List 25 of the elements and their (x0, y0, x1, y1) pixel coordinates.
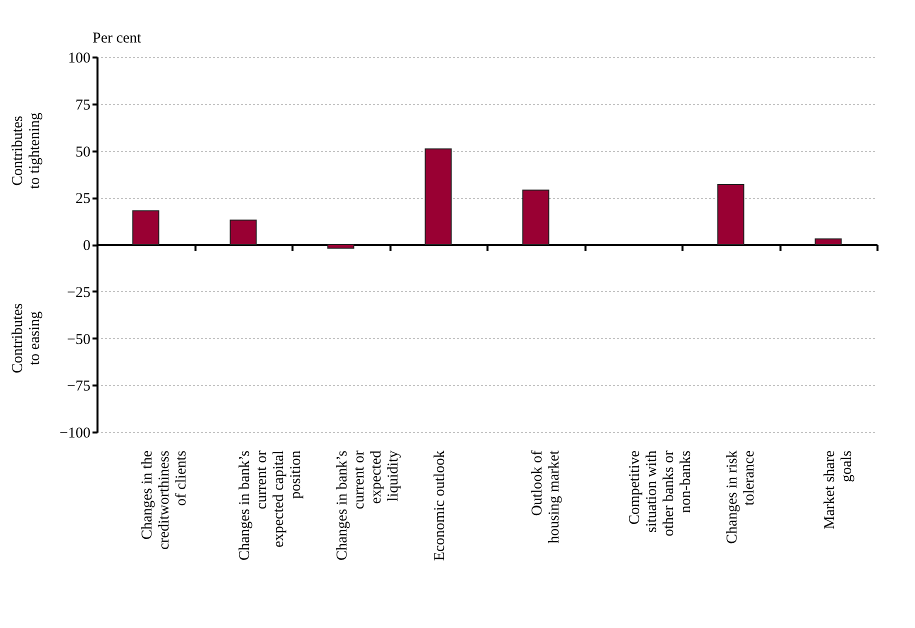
y-tick-label: −100 (60, 426, 90, 442)
y-tick-label: 25 (76, 191, 90, 208)
y-tick-label: 50 (76, 144, 90, 160)
bar (327, 244, 354, 249)
x-tick-label: Economic outlook (432, 450, 448, 561)
y-tick-label: 0 (83, 238, 90, 254)
text: Contributes to easing (10, 303, 43, 374)
y-tick-label: −50 (67, 332, 90, 348)
y-axis-title: Per cent (92, 30, 142, 46)
y-tick-label: 100 (68, 50, 90, 66)
x-tick-label: Market share goals (822, 450, 855, 530)
y-tick-label: 75 (76, 97, 90, 114)
bar (814, 238, 842, 245)
y-tick-label: −75 (67, 378, 90, 395)
x-tick-label: Changes in bank’s current or expected capital position (236, 450, 304, 560)
text: Contributes to tightening (10, 112, 43, 189)
y-tick-label: −25 (67, 284, 90, 301)
x-tick-label: Changes in the creditworthiness of clients (139, 450, 190, 550)
x-tick-label: Outlook of housing market (529, 450, 562, 544)
x-tick-label: Competitive situation with other banks or non-banks (626, 450, 694, 536)
bar (230, 220, 257, 245)
bar (424, 148, 452, 245)
bar (132, 210, 160, 245)
bar (522, 190, 550, 245)
bar (717, 184, 744, 245)
